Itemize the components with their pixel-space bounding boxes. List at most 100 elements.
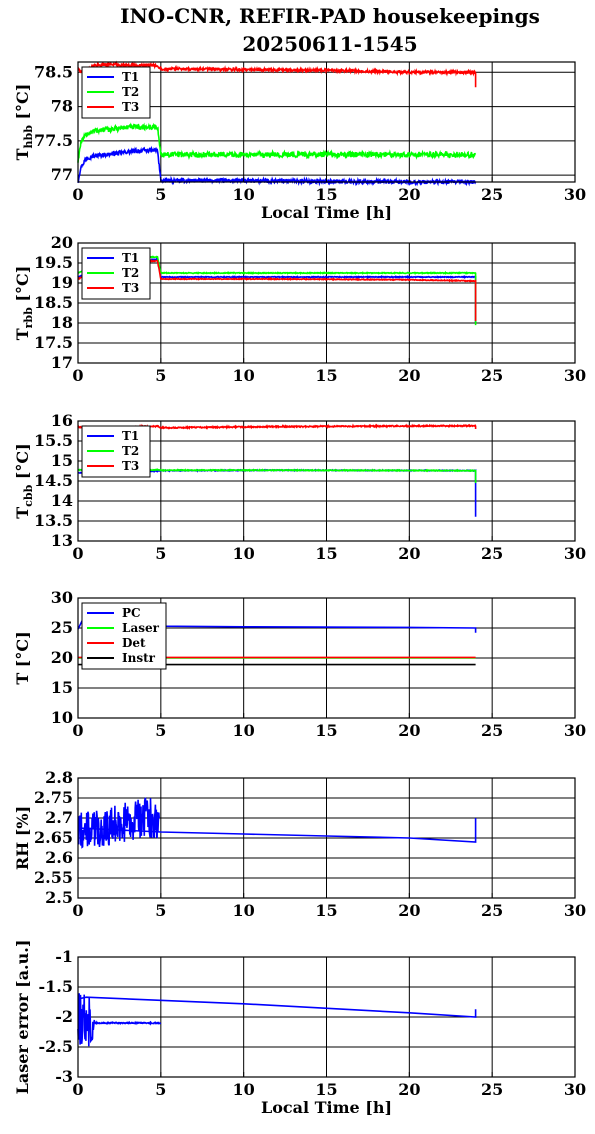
x-tick-label: 10 — [233, 1080, 255, 1099]
y-tick-label: 16 — [51, 411, 73, 430]
x-axis-label: Local Time [h] — [261, 1098, 392, 1117]
plot-frame — [77, 61, 576, 183]
y-tick-label: 19 — [51, 273, 73, 292]
x-tick-label: 15 — [315, 1080, 337, 1099]
legend-label: T2 — [122, 266, 139, 280]
y-tick-label: 13.5 — [34, 511, 73, 530]
x-tick-label: 10 — [233, 901, 255, 920]
x-tick-label: 30 — [564, 1080, 586, 1099]
series-line-t2 — [77, 122, 477, 163]
y-axis-label-unit: [°C] — [13, 443, 32, 484]
plot-frame — [77, 956, 576, 1078]
x-tick-label: 25 — [481, 721, 503, 740]
y-tick-label: -1.5 — [39, 977, 73, 996]
figure-subtitle: 20250611-1545 — [242, 32, 418, 56]
x-tick-label: 15 — [315, 366, 337, 385]
y-tick-label: 19.5 — [34, 253, 73, 272]
y-axis-label-main: T — [13, 148, 32, 160]
x-tick-label: 10 — [233, 366, 255, 385]
panel-1: 0 5 10 15 20 25 30 77 77.5 78 78.5 Local Time [h] Th… — [13, 60, 586, 222]
y-tick-label: 15 — [51, 451, 73, 470]
y-tick-label: -1 — [55, 947, 73, 966]
x-tick-label: 25 — [481, 544, 503, 563]
y-tick-label: 77.5 — [34, 131, 73, 150]
series-line-data — [77, 797, 160, 849]
x-tick-label: 20 — [398, 1080, 420, 1099]
x-tick-label: 0 — [72, 1080, 83, 1099]
y-tick-label: 14.5 — [34, 471, 73, 490]
x-tick-label: 25 — [481, 901, 503, 920]
y-tick-label: 78 — [51, 97, 73, 116]
x-tick-label: 25 — [481, 1080, 503, 1099]
x-tick-label: 0 — [72, 544, 83, 563]
y-tick-label: 13 — [51, 531, 73, 550]
y-tick-label: 20 — [51, 648, 73, 667]
plot-frame — [77, 420, 576, 542]
y-axis-label-main: T — [13, 507, 32, 519]
x-tick-label: 5 — [155, 366, 166, 385]
y-axis-label: Tcbb [°C] — [13, 443, 35, 518]
legend-label: Instr — [122, 651, 156, 665]
y-tick-label: 2.7 — [45, 808, 73, 827]
legend-label: T2 — [122, 85, 139, 99]
y-tick-label: 2.65 — [34, 828, 73, 847]
y-axis-label: RH [%] — [13, 806, 32, 870]
legend-label: T3 — [122, 100, 139, 114]
x-tick-label: 10 — [233, 544, 255, 563]
x-tick-label: 15 — [315, 901, 337, 920]
y-axis-label-unit: [°C] — [13, 631, 32, 672]
x-tick-label: 10 — [233, 185, 255, 204]
x-tick-label: 0 — [72, 721, 83, 740]
x-tick-label: 15 — [315, 185, 337, 204]
y-tick-label: 18 — [51, 313, 73, 332]
y-tick-label: 78.5 — [34, 62, 73, 81]
y-tick-label: 30 — [51, 588, 73, 607]
y-tick-label: 15 — [51, 678, 73, 697]
y-axis-label-subscript: hbb — [22, 125, 35, 149]
y-tick-label: 2.8 — [45, 768, 73, 787]
y-axis-label-unit: [°C] — [13, 266, 32, 307]
y-tick-label: 17.5 — [34, 333, 73, 352]
x-tick-label: 0 — [72, 366, 83, 385]
x-tick-label: 20 — [398, 901, 420, 920]
legend-label: Laser — [122, 621, 160, 635]
figure-title: INO-CNR, REFIR-PAD housekeepings — [120, 4, 540, 28]
x-tick-label: 20 — [398, 366, 420, 385]
series-line-data — [77, 993, 96, 1047]
x-tick-label: 25 — [481, 366, 503, 385]
y-tick-label: 2.55 — [34, 868, 73, 887]
plot-frame — [77, 597, 576, 719]
legend-label: T3 — [122, 459, 139, 473]
x-tick-label: 0 — [72, 901, 83, 920]
x-tick-label: 5 — [155, 901, 166, 920]
y-tick-label: 17 — [51, 353, 73, 372]
legend-label: Det — [122, 636, 146, 650]
legend-label: T1 — [122, 70, 139, 84]
y-axis-label-main: RH [%] — [13, 806, 32, 870]
panel-4: 0 5 10 15 20 25 30 10 15 20 25 30 T [°C] PCLaserDetIn… — [13, 588, 586, 740]
y-tick-label: -2 — [55, 1007, 73, 1026]
y-tick-label: 14 — [51, 491, 73, 510]
y-tick-label: 2.75 — [34, 788, 73, 807]
x-tick-label: 25 — [481, 185, 503, 204]
x-tick-label: 5 — [155, 544, 166, 563]
panel-6: 0 5 10 15 20 25 30 -3 -2.5 -2 -1.5 -1 Local Time [h]… — [13, 940, 586, 1117]
y-axis-label-main: Laser error [a.u.] — [13, 940, 32, 1095]
y-axis-label-main: T — [13, 673, 32, 685]
legend-label: PC — [122, 606, 141, 620]
x-tick-label: 30 — [564, 366, 586, 385]
series-line-data — [93, 1020, 162, 1026]
y-tick-label: 10 — [51, 708, 73, 727]
plot-frame — [77, 777, 576, 899]
x-tick-label: 30 — [564, 901, 586, 920]
x-tick-label: 0 — [72, 185, 83, 204]
x-tick-label: 5 — [155, 721, 166, 740]
y-tick-label: -3 — [55, 1067, 73, 1086]
x-tick-label: 30 — [564, 721, 586, 740]
x-tick-label: 10 — [233, 721, 255, 740]
x-tick-label: 5 — [155, 185, 166, 204]
